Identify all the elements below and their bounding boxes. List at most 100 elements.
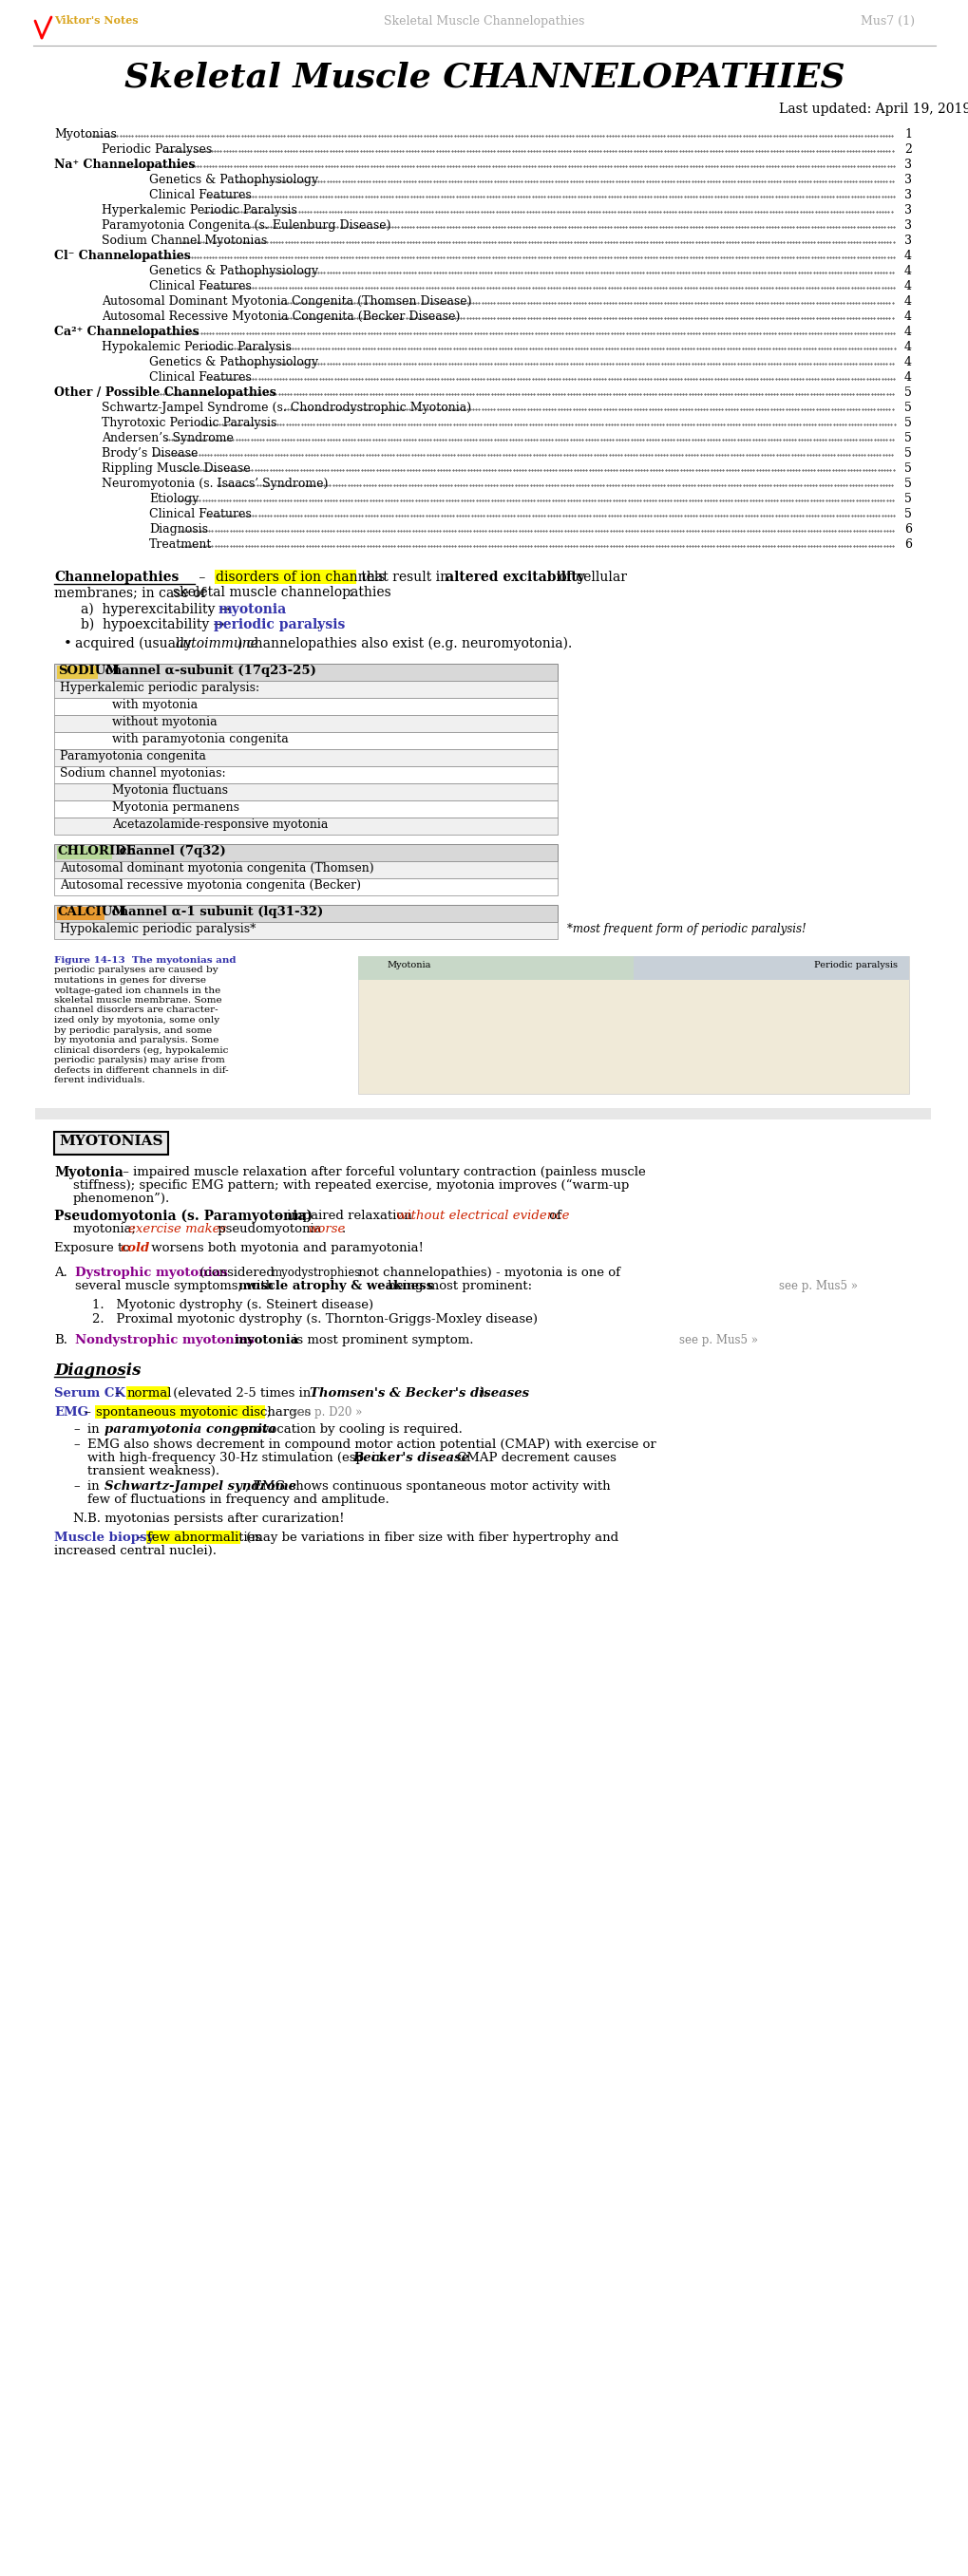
- Text: - CMAP decrement causes: - CMAP decrement causes: [444, 1453, 616, 1463]
- Text: –: –: [73, 1481, 79, 1492]
- Text: Autosomal Recessive Myotonia Congenita (Becker Disease): Autosomal Recessive Myotonia Congenita (…: [102, 312, 460, 322]
- Text: being most prominent:: being most prominent:: [383, 1280, 531, 1293]
- Text: 2: 2: [903, 144, 911, 155]
- Text: that result in: that result in: [357, 572, 453, 585]
- Text: few abnormalities: few abnormalities: [147, 1533, 261, 1543]
- Text: 3: 3: [903, 234, 911, 247]
- Text: see p. D20 »: see p. D20 »: [281, 1406, 362, 1419]
- Bar: [57, 845, 111, 860]
- Text: Autosomal recessive myotonia congenita (Becker): Autosomal recessive myotonia congenita (…: [60, 878, 361, 891]
- Text: , provocation by cooling is required.: , provocation by cooling is required.: [232, 1425, 462, 1435]
- Text: 4: 4: [903, 371, 911, 384]
- Text: pseudomyotonia: pseudomyotonia: [214, 1224, 325, 1236]
- Text: in: in: [87, 1481, 104, 1492]
- Text: 3: 3: [903, 173, 911, 185]
- Text: myotonia;: myotonia;: [73, 1224, 139, 1236]
- Text: Paramyotonia Congenita (s. Eulenburg Disease): Paramyotonia Congenita (s. Eulenburg Dis…: [102, 219, 390, 232]
- Text: CALCIUM: CALCIUM: [58, 907, 127, 917]
- Text: Becker's disease: Becker's disease: [352, 1453, 469, 1463]
- Text: 3: 3: [903, 188, 911, 201]
- Text: 4: 4: [903, 325, 911, 337]
- Text: Genetics & Pathophysiology: Genetics & Pathophysiology: [149, 355, 318, 368]
- Text: voltage-gated ion channels in the: voltage-gated ion channels in the: [54, 987, 221, 994]
- Bar: [54, 665, 557, 680]
- Text: Muscle biopsy: Muscle biopsy: [54, 1533, 154, 1543]
- Text: Periodic Paralyses: Periodic Paralyses: [102, 144, 212, 155]
- Text: exercise makes: exercise makes: [128, 1224, 227, 1236]
- Text: Viktor's Notes: Viktor's Notes: [54, 15, 138, 26]
- Text: by myotonia and paralysis. Some: by myotonia and paralysis. Some: [54, 1036, 219, 1043]
- Text: Nondystrophic myotonias: Nondystrophic myotonias: [75, 1334, 255, 1347]
- Text: Ca²⁺ Channelopathies: Ca²⁺ Channelopathies: [54, 325, 199, 337]
- Text: channel α-1 subunit (lq31-32): channel α-1 subunit (lq31-32): [107, 907, 323, 917]
- Text: myotonia: myotonia: [234, 1334, 299, 1347]
- Text: acquired (usually: acquired (usually: [75, 636, 196, 652]
- Text: transient weakness).: transient weakness).: [87, 1466, 220, 1479]
- Text: Pseudomyotonia (s. Paramyotonia): Pseudomyotonia (s. Paramyotonia): [54, 1211, 313, 1224]
- Text: 4: 4: [903, 265, 911, 278]
- Text: B.: B.: [54, 1334, 68, 1347]
- Text: – impaired relaxation: – impaired relaxation: [272, 1211, 415, 1221]
- Text: –: –: [80, 1406, 95, 1419]
- Bar: [126, 1386, 169, 1399]
- Text: Hypokalemic periodic paralysis*: Hypokalemic periodic paralysis*: [60, 922, 256, 935]
- Text: not channelopathies) - myotonia is one of: not channelopathies) - myotonia is one o…: [354, 1267, 620, 1278]
- Text: 4: 4: [903, 281, 911, 294]
- Text: Cl⁻ Channelopathies: Cl⁻ Channelopathies: [54, 250, 191, 263]
- Bar: [54, 878, 557, 896]
- Text: increased central nuclei).: increased central nuclei).: [54, 1546, 217, 1556]
- Text: 5: 5: [903, 433, 911, 446]
- Text: mutations in genes for diverse: mutations in genes for diverse: [54, 976, 206, 984]
- Text: periodic paralyses are caused by: periodic paralyses are caused by: [54, 966, 218, 974]
- Text: 5: 5: [903, 386, 911, 399]
- Text: paramyotonia congenita: paramyotonia congenita: [105, 1425, 276, 1435]
- Text: Sodium Channel Myotonias: Sodium Channel Myotonias: [102, 234, 267, 247]
- Text: with myotonia: with myotonia: [112, 698, 197, 711]
- Text: Paramyotonia congenita: Paramyotonia congenita: [60, 750, 206, 762]
- Text: Thyrotoxic Periodic Paralysis: Thyrotoxic Periodic Paralysis: [102, 417, 277, 430]
- Text: without myotonia: without myotonia: [112, 716, 217, 729]
- Text: – impaired muscle relaxation after forceful voluntary contraction (painless musc: – impaired muscle relaxation after force…: [119, 1167, 645, 1177]
- Text: muscle atrophy & weakness: muscle atrophy & weakness: [238, 1280, 433, 1293]
- Text: A.: A.: [54, 1267, 67, 1278]
- Text: (elevated 2-5 times in: (elevated 2-5 times in: [169, 1388, 315, 1399]
- Text: Sodium channel myotonias:: Sodium channel myotonias:: [60, 768, 226, 781]
- Text: Myotonia: Myotonia: [54, 1167, 123, 1180]
- Text: normal: normal: [127, 1388, 172, 1399]
- Text: Hyperkalemic Periodic Paralysis: Hyperkalemic Periodic Paralysis: [102, 204, 297, 216]
- Text: myotonia: myotonia: [218, 603, 287, 616]
- Text: Genetics & Pathophysiology: Genetics & Pathophysiology: [149, 265, 318, 278]
- Bar: [54, 732, 557, 750]
- Text: skeletal muscle channelopathies: skeletal muscle channelopathies: [172, 585, 391, 600]
- Text: , EMG shows continuous spontaneous motor activity with: , EMG shows continuous spontaneous motor…: [245, 1481, 610, 1492]
- Text: 4: 4: [903, 296, 911, 307]
- Bar: [146, 1530, 240, 1543]
- Text: defects in different channels in dif-: defects in different channels in dif-: [54, 1066, 228, 1074]
- Text: Treatment: Treatment: [149, 538, 212, 551]
- Bar: [54, 716, 557, 732]
- Text: Hyperkalemic periodic paralysis:: Hyperkalemic periodic paralysis:: [60, 683, 259, 693]
- Text: –: –: [111, 1388, 126, 1399]
- Text: with paramyotonia congenita: with paramyotonia congenita: [112, 734, 288, 744]
- Text: by periodic paralysis, and some: by periodic paralysis, and some: [54, 1025, 212, 1036]
- Text: Myotonia: Myotonia: [386, 961, 430, 969]
- Text: *most frequent form of periodic paralysis!: *most frequent form of periodic paralysi…: [566, 922, 805, 935]
- Text: disorders of ion channels: disorders of ion channels: [216, 572, 385, 585]
- Text: –: –: [195, 572, 209, 585]
- Text: EMG: EMG: [54, 1406, 88, 1419]
- Text: Clinical Features: Clinical Features: [149, 371, 252, 384]
- Text: 5: 5: [903, 448, 911, 459]
- Text: altered excitability: altered excitability: [445, 572, 585, 585]
- Text: 4: 4: [903, 312, 911, 322]
- Text: ized only by myotonia, some only: ized only by myotonia, some only: [54, 1015, 220, 1025]
- Text: (may be variations in fiber size with fiber hypertrophy and: (may be variations in fiber size with fi…: [242, 1533, 618, 1543]
- Bar: [54, 1131, 168, 1154]
- Text: Neuromyotonia (s. Isaacs’ Syndrome): Neuromyotonia (s. Isaacs’ Syndrome): [102, 477, 328, 489]
- Text: 2.   Proximal myotonic dystrophy (s. Thornton-Griggs-Moxley disease): 2. Proximal myotonic dystrophy (s. Thorn…: [92, 1314, 537, 1327]
- Bar: [54, 698, 557, 716]
- Text: SODIUM: SODIUM: [58, 665, 119, 677]
- Text: 5: 5: [903, 417, 911, 430]
- Text: Clinical Features: Clinical Features: [149, 507, 252, 520]
- Text: Figure 14-13  The myotonias and: Figure 14-13 The myotonias and: [54, 956, 236, 963]
- Text: Channelopathies: Channelopathies: [54, 572, 179, 585]
